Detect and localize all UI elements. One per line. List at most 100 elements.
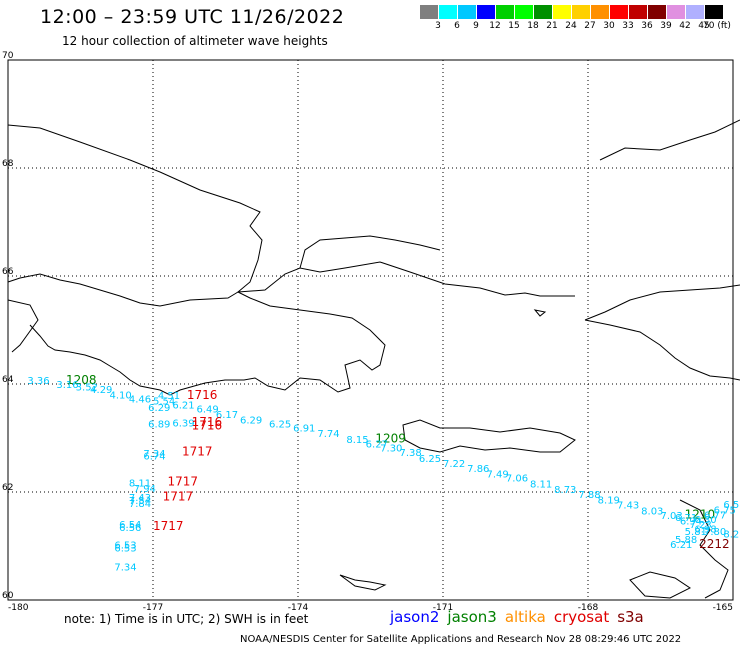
wave-height-label: 3.52 [76, 382, 98, 393]
wave-height-label: 6.17 [216, 410, 238, 421]
wave-height-label: 7.49 [487, 469, 509, 480]
wave-height-label: 6.39 [172, 419, 194, 430]
wave-height-label: 7.30 [380, 444, 402, 455]
wave-height-label: 6.94 [680, 516, 702, 527]
legend-s3a: s3a [617, 608, 644, 626]
wave-height-label: 6.53 [114, 541, 136, 552]
latitude-tick-label: 68 [2, 159, 14, 169]
scale-label: 39 [660, 21, 672, 31]
longitude-tick-label: -165 [713, 603, 733, 613]
scale-label: 33 [622, 21, 634, 31]
wave-height-label: 6.21 [670, 540, 692, 551]
scale-swatch [648, 5, 666, 19]
scale-swatch [629, 5, 647, 19]
pass-time-label: 1208 [66, 373, 97, 387]
latitude-tick-label: 60 [2, 591, 14, 601]
wave-height-label: 7.88 [578, 490, 600, 501]
wave-height-label: 6.29 [148, 403, 170, 414]
pass-time-label: 1716 [187, 388, 218, 402]
wave-height-label: 4.46 [129, 394, 151, 405]
axis-labels: -180 -177 -174 -171 -168 -165 70 68 66 64 62 60 [2, 51, 733, 613]
scale-label: 70 (ft) [703, 21, 731, 31]
wave-height-label: 7.03 [661, 511, 683, 522]
wave-height-label: 6.27 [366, 440, 388, 451]
wave-height-label: 6.71 [675, 513, 697, 524]
pass-time-label: 1716 [192, 418, 223, 432]
wave-height-label: 6.91 [293, 424, 315, 435]
pass-time-label: 1717 [182, 444, 213, 458]
pass-time-label: 1209 [375, 431, 406, 445]
pass-time-label: 1717 [168, 475, 199, 489]
wave-height-label: 6.53 [114, 543, 136, 554]
wave-height-label: 6.58 [723, 500, 740, 511]
wave-height-label: 6.49 [197, 405, 219, 416]
wave-height-label: 3.16 [56, 380, 78, 391]
footer-credit: NOAA/NESDIS Center for Satellite Applica… [240, 634, 682, 645]
wave-height-label: 6.75 [714, 506, 736, 517]
scale-label: 27 [584, 21, 596, 31]
scale-swatch [591, 5, 609, 19]
wave-height-label: 8.11 [530, 480, 552, 491]
wave-height-label: 5.81 [685, 527, 707, 538]
wave-height-label: 6.56 [119, 523, 141, 534]
longitude-tick-label: -174 [288, 603, 309, 613]
wave-height-label: 7.22 [443, 459, 465, 470]
wave-height-label: 7.34 [143, 449, 165, 460]
longitude-tick-label: -177 [143, 603, 163, 613]
wave-height-label: 6.21 [172, 400, 194, 411]
scale-label: 9 [473, 21, 479, 31]
wave-height-label: 7.43 [617, 501, 639, 512]
scale-swatch [439, 5, 457, 19]
wave-height-label: 8.11 [129, 479, 151, 490]
scale-label: 30 [603, 21, 615, 31]
scale-label: 36 [641, 21, 653, 31]
satellite-legend: jason2 jason3 altika cryosat s3a [390, 608, 652, 626]
wave-height-label: 6.89 [148, 420, 170, 431]
latitude-tick-label: 64 [2, 375, 14, 385]
scale-label: 12 [489, 21, 501, 31]
wave-height-label: 7.86 [467, 464, 489, 475]
wave-height-label: 7.34 [114, 562, 136, 573]
longitude-tick-label: -180 [8, 603, 29, 613]
wave-height-label: 6.77 [704, 510, 726, 521]
wave-height-label: 4.51 [158, 391, 180, 402]
wave-height-label: 7.80 [704, 527, 726, 538]
wave-height-label: 8.73 [554, 485, 576, 496]
wave-height-label: 8.03 [641, 507, 663, 518]
longitude-tick-label: -168 [578, 603, 599, 613]
scale-label: 42 [679, 21, 691, 31]
map-border [7, 59, 734, 601]
legend-cryosat: cryosat [553, 608, 610, 626]
coastline [7, 119, 740, 599]
legend-jason2: jason2 [390, 608, 440, 626]
wave-height-label: 7.74 [317, 429, 339, 440]
scale-label: 6 [454, 21, 460, 31]
scale-swatch [515, 5, 533, 19]
wave-height-label: 6.25 [269, 420, 291, 431]
scale-swatch [686, 5, 704, 19]
wave-height-color-scale: 3 6 9 12 15 18 21 24 27 30 33 36 39 42 45 70 (ft) [420, 5, 731, 35]
scale-swatch [458, 5, 476, 19]
scale-label: 21 [546, 21, 558, 31]
longitude-tick-label: -171 [433, 603, 453, 613]
scale-swatch [534, 5, 552, 19]
map-subtitle: 12 hour collection of altimeter wave hei… [62, 34, 328, 48]
wave-height-label: 5.88 [675, 535, 697, 546]
scale-swatch [705, 5, 723, 19]
pass-time-label: 1716 [192, 415, 223, 429]
wave-height-label: 7.54 [129, 496, 151, 507]
wave-height-label: 4.10 [110, 391, 132, 402]
scale-swatch [477, 5, 495, 19]
wave-height-label: 8.28 [723, 529, 740, 540]
pass-time-label: 1210 [685, 507, 716, 521]
scale-label: 3 [435, 21, 441, 31]
pass-time-label: 1717 [163, 490, 194, 504]
wave-height-label: 7.23 [690, 520, 712, 531]
legend-jason3: jason3 [447, 608, 497, 626]
scale-label: 45 [698, 21, 710, 31]
footer-note: note: 1) Time is in UTC; 2) SWH is in fe… [64, 612, 309, 626]
wave-height-label: 6.74 [143, 452, 165, 463]
pass-time-label: 1717 [153, 519, 184, 533]
